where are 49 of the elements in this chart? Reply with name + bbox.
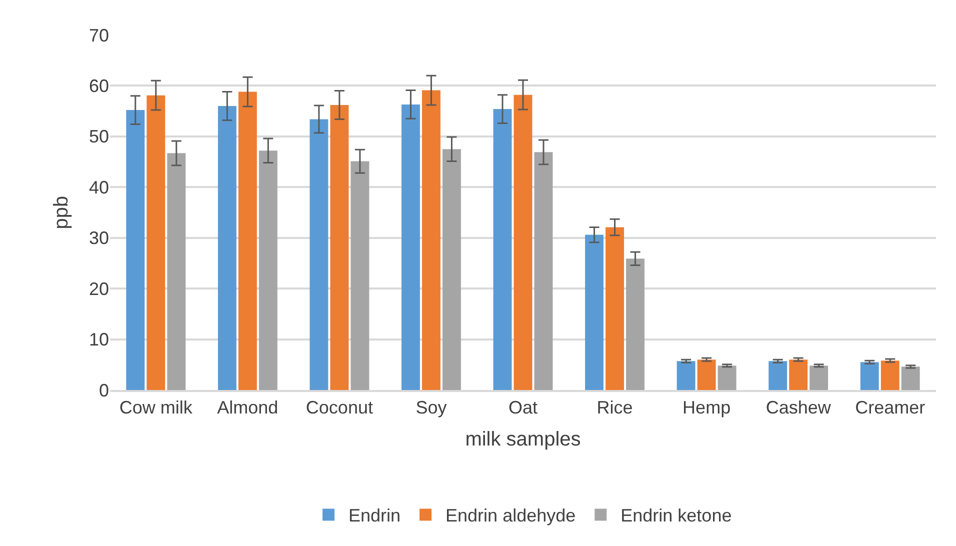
x-tick-label: Hemp xyxy=(682,397,731,418)
x-axis-title: milk samples xyxy=(465,428,581,450)
bar xyxy=(901,366,920,390)
y-tick-label: 40 xyxy=(88,177,109,198)
x-tick-label: Cashew xyxy=(766,397,832,418)
bar xyxy=(676,361,696,390)
x-tick-label: Soy xyxy=(416,397,447,418)
bar xyxy=(880,360,900,390)
bar xyxy=(534,152,553,390)
x-tick-label: Almond xyxy=(217,397,278,418)
bar xyxy=(810,366,828,390)
bar xyxy=(330,104,349,390)
bar xyxy=(697,360,716,390)
legend-label: Endrin xyxy=(348,506,401,526)
bar xyxy=(493,109,512,390)
bar xyxy=(768,361,788,390)
y-tick-label: 70 xyxy=(88,25,109,46)
bar xyxy=(442,149,461,390)
bar xyxy=(258,150,278,390)
x-tick-label: Coconut xyxy=(306,397,373,418)
bar xyxy=(718,366,736,390)
legend-label: Endrin aldehyde xyxy=(446,506,576,526)
y-tick-label: 20 xyxy=(88,278,109,299)
x-tick-label: Creamer xyxy=(855,397,926,418)
bar xyxy=(310,119,328,390)
legend-label: Endrin ketone xyxy=(620,506,732,526)
y-tick-label: 50 xyxy=(88,126,109,147)
bar xyxy=(167,153,186,390)
y-tick-label: 60 xyxy=(88,76,109,96)
y-tick-label: 30 xyxy=(88,228,109,248)
bar xyxy=(238,92,257,390)
bar xyxy=(860,362,879,390)
bar xyxy=(422,90,440,390)
bar xyxy=(514,94,532,390)
bar xyxy=(350,161,370,390)
x-tick-label: Rice xyxy=(596,397,633,418)
x-tick-label: Oat xyxy=(508,397,538,418)
y-tick-label: 10 xyxy=(88,330,109,350)
bar xyxy=(606,227,624,390)
x-tick-label: Cow milk xyxy=(119,397,194,418)
bar xyxy=(146,95,166,390)
y-tick-label: 0 xyxy=(98,380,109,400)
bar xyxy=(218,106,236,390)
bar xyxy=(789,360,808,390)
bar xyxy=(626,258,644,390)
bar xyxy=(402,104,420,390)
bar xyxy=(126,110,145,390)
y-axis-title: ppb xyxy=(50,196,72,230)
bar xyxy=(585,234,604,390)
